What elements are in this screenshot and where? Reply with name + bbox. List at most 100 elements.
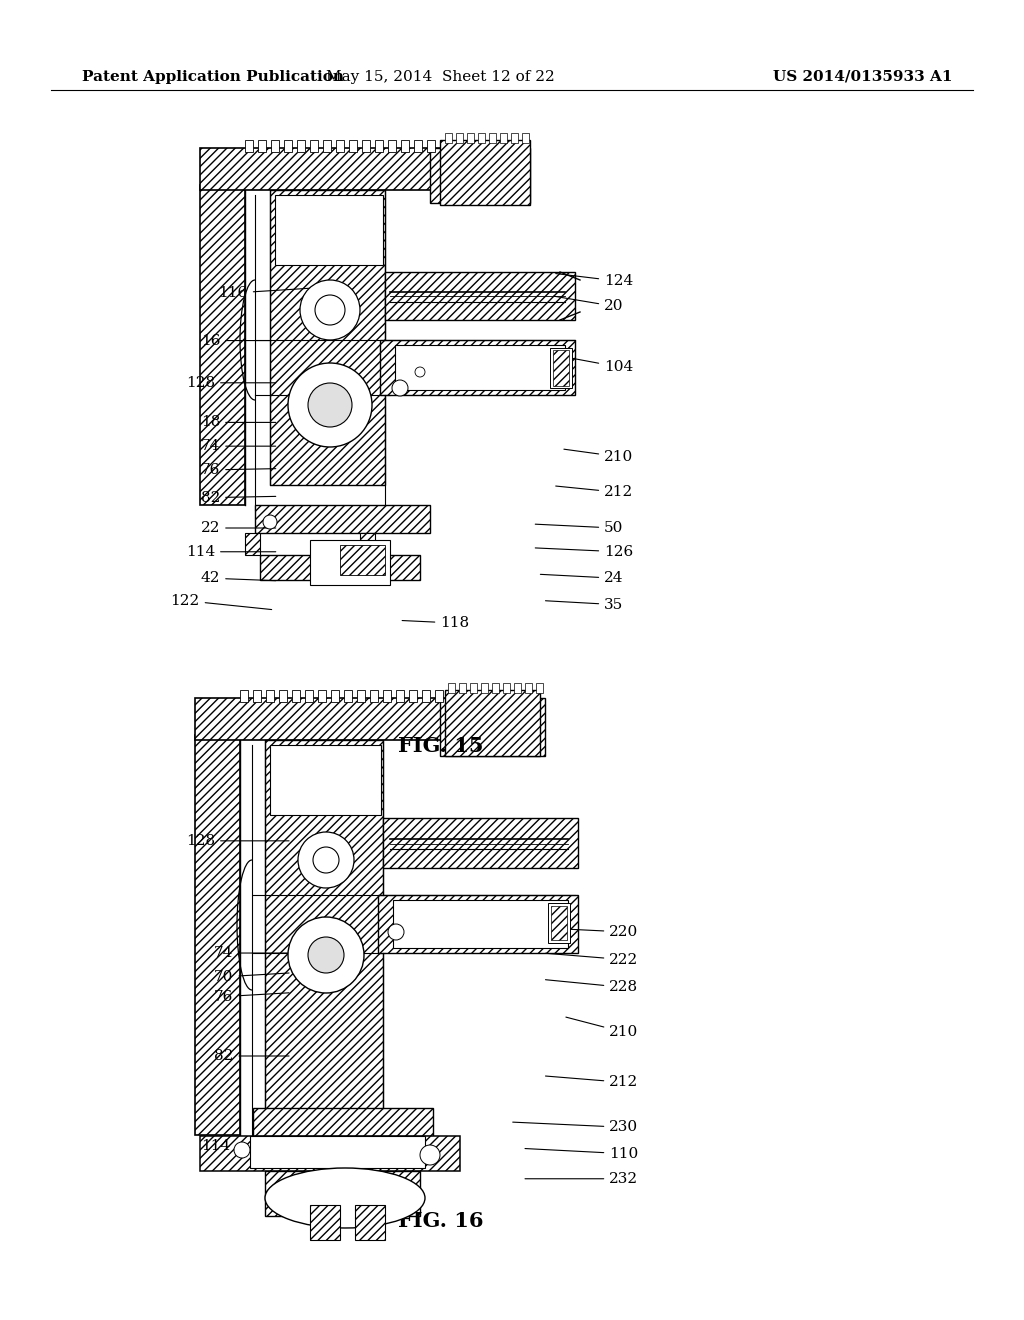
Bar [195, 698, 460, 741]
Circle shape [263, 515, 278, 529]
Text: 110: 110 [525, 1147, 639, 1160]
Bar [449, 682, 455, 693]
Bar [310, 1205, 340, 1239]
Text: 42: 42 [201, 572, 275, 585]
Text: 74: 74 [201, 440, 275, 453]
Text: 74: 74 [214, 946, 289, 960]
Text: FIG. 15: FIG. 15 [397, 735, 483, 756]
Text: 20: 20 [554, 296, 624, 313]
Bar [318, 690, 326, 702]
Bar [383, 690, 391, 702]
Bar [440, 140, 530, 205]
Text: 114: 114 [185, 545, 275, 558]
Text: 114: 114 [201, 1139, 289, 1155]
Bar [266, 690, 274, 702]
Text: 122: 122 [170, 594, 271, 610]
Bar [357, 690, 365, 702]
Text: US 2014/0135933 A1: US 2014/0135933 A1 [773, 70, 952, 83]
Text: 210: 210 [566, 1018, 639, 1039]
Bar [378, 895, 578, 953]
Bar [360, 533, 375, 554]
Bar [503, 682, 510, 693]
Bar [253, 1107, 433, 1137]
Bar [422, 690, 430, 702]
Bar [489, 133, 496, 143]
Bar [385, 272, 575, 319]
Text: 232: 232 [525, 1172, 638, 1185]
Circle shape [313, 847, 339, 873]
Bar [430, 148, 530, 203]
Circle shape [298, 832, 354, 888]
Text: 118: 118 [402, 616, 469, 630]
Bar [284, 140, 292, 152]
Text: 230: 230 [513, 1121, 638, 1134]
Bar [396, 690, 404, 702]
Bar [445, 690, 540, 756]
Bar [514, 682, 521, 693]
Bar [536, 682, 543, 693]
Bar [275, 195, 383, 265]
Text: 220: 220 [546, 925, 639, 939]
Circle shape [308, 383, 352, 426]
Text: 82: 82 [214, 1049, 289, 1063]
Bar [550, 348, 572, 388]
Text: FIG. 16: FIG. 16 [397, 1210, 483, 1232]
Text: 76: 76 [201, 463, 275, 477]
Bar [383, 818, 578, 869]
Bar [456, 133, 463, 143]
Text: 70: 70 [214, 970, 289, 983]
Bar [279, 690, 287, 702]
Text: 50: 50 [536, 521, 624, 535]
Circle shape [415, 367, 425, 378]
Bar [270, 190, 385, 484]
Bar [414, 140, 422, 152]
Circle shape [392, 380, 408, 396]
Text: 35: 35 [546, 598, 624, 611]
Bar [500, 133, 507, 143]
Bar [340, 545, 385, 576]
Text: 76: 76 [214, 990, 289, 1003]
Bar [250, 1137, 425, 1168]
Bar [344, 690, 352, 702]
Bar [310, 140, 318, 152]
Bar [481, 682, 488, 693]
Bar [427, 140, 435, 152]
Bar [409, 690, 417, 702]
Bar [395, 345, 565, 389]
Bar [240, 690, 248, 702]
Bar [470, 682, 477, 693]
Bar [551, 906, 567, 940]
Bar [525, 682, 532, 693]
Bar [297, 140, 305, 152]
Text: 104: 104 [551, 354, 634, 374]
Text: 22: 22 [201, 521, 275, 535]
Bar [253, 690, 261, 702]
Text: 82: 82 [201, 491, 275, 504]
Bar [380, 341, 575, 395]
Bar [310, 540, 390, 585]
Bar [445, 133, 452, 143]
Bar [336, 140, 344, 152]
Text: 18: 18 [201, 416, 275, 429]
Bar [323, 140, 331, 152]
Text: 126: 126 [536, 545, 634, 558]
Bar [522, 133, 529, 143]
Text: May 15, 2014  Sheet 12 of 22: May 15, 2014 Sheet 12 of 22 [326, 70, 555, 83]
Bar [271, 140, 279, 152]
Text: 210: 210 [564, 449, 634, 463]
Bar [195, 735, 240, 1135]
Bar [200, 1137, 460, 1171]
Circle shape [315, 294, 345, 325]
Bar [200, 185, 245, 506]
Ellipse shape [265, 1168, 425, 1228]
Bar [270, 744, 381, 814]
Bar [548, 903, 570, 942]
Circle shape [288, 363, 372, 447]
Text: 228: 228 [546, 979, 638, 994]
Bar [260, 554, 420, 579]
Bar [375, 140, 383, 152]
Text: 212: 212 [546, 1076, 639, 1089]
Bar [478, 133, 485, 143]
Bar [492, 682, 499, 693]
Bar [265, 1171, 420, 1216]
